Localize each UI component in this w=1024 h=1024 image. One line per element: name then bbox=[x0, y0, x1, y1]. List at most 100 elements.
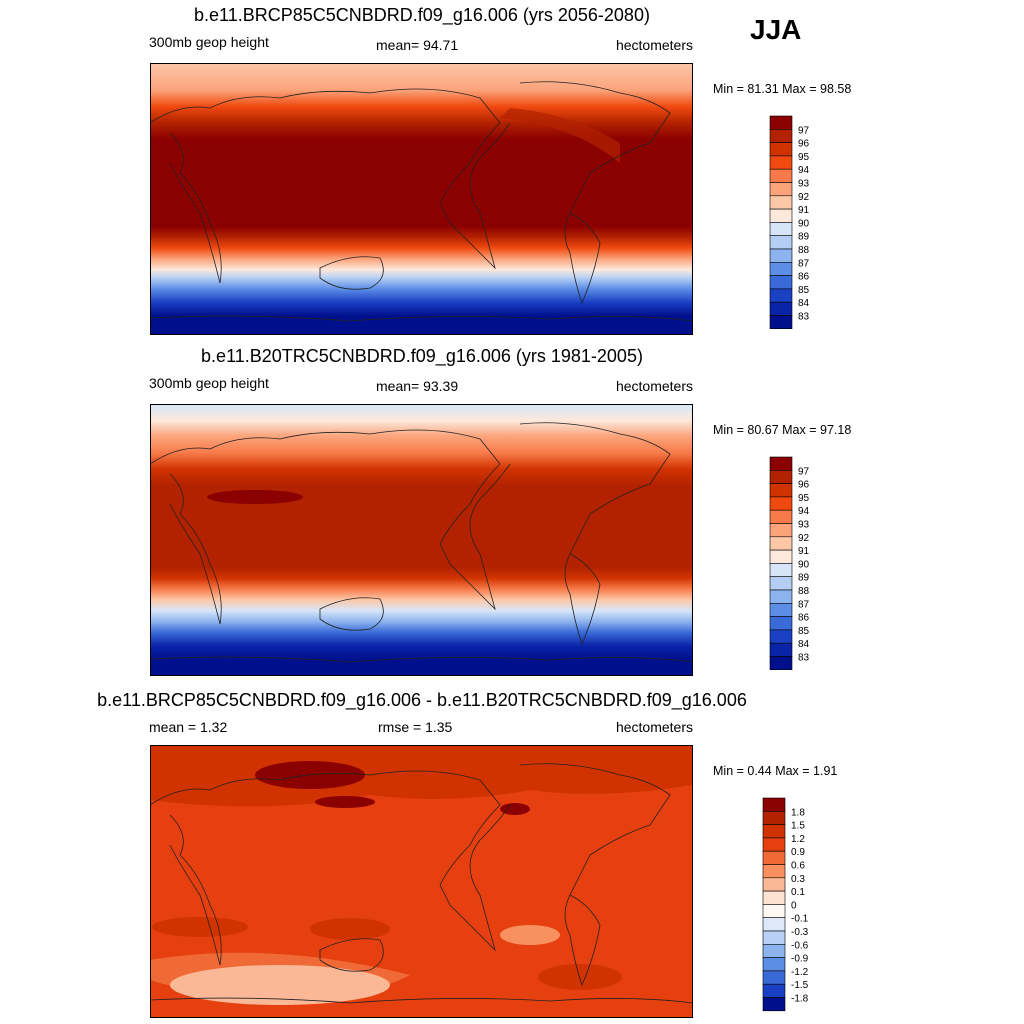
colorbar-tick-label: 86 bbox=[798, 613, 810, 624]
panel-3-map bbox=[150, 745, 693, 1018]
colorbar-tick-label: 94 bbox=[798, 165, 810, 176]
panel-1-frame bbox=[150, 63, 693, 335]
colorbar-tick-label: 0.9 bbox=[791, 847, 805, 858]
panel-3-minmax: Min = 0.44 Max = 1.91 bbox=[713, 764, 838, 778]
panel-3-max-region-2 bbox=[315, 796, 375, 808]
colorbar-swatch bbox=[762, 983, 786, 998]
panel-3-region-7 bbox=[538, 964, 622, 990]
colorbar-tick-label: 85 bbox=[798, 285, 810, 296]
colorbar-tick-label: -0.3 bbox=[791, 927, 809, 938]
colorbar-swatch bbox=[769, 315, 793, 329]
panel-2-units-label: hectometers bbox=[615, 378, 693, 394]
panel-3-colorbar: 1.8 1.5 1.2 0.9 0.6 0.3 0.1 0 -0.1 -0.3 -0.6 -0.9 -1… bbox=[762, 797, 809, 1012]
colorbar-tick-label: 90 bbox=[798, 559, 810, 570]
colorbar-tick-label: -1.2 bbox=[791, 967, 809, 978]
colorbar-swatch bbox=[769, 262, 793, 276]
colorbar-tick-label: 95 bbox=[798, 493, 810, 504]
colorbar-tick-label: -0.1 bbox=[791, 914, 809, 925]
panel-3-units-label: hectometers bbox=[615, 719, 693, 735]
colorbar-swatch bbox=[769, 115, 793, 130]
colorbar-tick-label: -1.5 bbox=[791, 980, 809, 991]
colorbar-swatch bbox=[762, 837, 786, 852]
colorbar-swatch bbox=[769, 222, 793, 237]
colorbar-tick-label: 94 bbox=[798, 506, 810, 517]
colorbar-swatch bbox=[769, 129, 793, 143]
panel-1-coastlines bbox=[150, 81, 693, 322]
panel-1-anomaly-region bbox=[500, 108, 620, 163]
colorbar-tick-label: 92 bbox=[798, 192, 810, 203]
colorbar-swatch bbox=[769, 523, 793, 538]
season-label: JJA bbox=[750, 14, 802, 45]
panel-3-min-region bbox=[170, 965, 390, 1005]
colorbar-swatch bbox=[769, 182, 793, 197]
colorbar-tick-label: 91 bbox=[798, 205, 810, 216]
colorbar-swatch bbox=[769, 155, 793, 170]
panel-2-coastlines bbox=[150, 422, 693, 663]
colorbar-swatch bbox=[769, 536, 793, 551]
colorbar-swatch bbox=[762, 877, 786, 892]
colorbar-tick-label: 89 bbox=[798, 573, 810, 584]
colorbar-swatch bbox=[769, 235, 793, 250]
colorbar-swatch bbox=[769, 549, 793, 564]
colorbar-tick-label: 89 bbox=[798, 232, 810, 243]
colorbar-tick-label: 0.1 bbox=[791, 887, 805, 898]
colorbar-swatch bbox=[769, 576, 793, 591]
colorbar-tick-label: 87 bbox=[798, 599, 810, 610]
colorbar-swatch bbox=[762, 930, 786, 945]
colorbar-swatch bbox=[769, 195, 793, 210]
colorbar-swatch bbox=[762, 944, 786, 958]
colorbar-tick-label: 91 bbox=[798, 546, 810, 557]
panel-3-max-region-3 bbox=[500, 803, 530, 815]
panel-3-region-6 bbox=[500, 925, 560, 945]
panel-2-mean-label: mean= 93.39 bbox=[376, 378, 459, 394]
colorbar-tick-label: -0.6 bbox=[791, 940, 809, 951]
panel-1-colorbar: 97 96 95 94 93 92 91 90 89 88 87 86 85 84 83 bbox=[769, 115, 810, 329]
panel-3-region-5 bbox=[310, 918, 390, 940]
colorbar-swatch bbox=[769, 208, 793, 223]
panel-1-map bbox=[150, 63, 693, 335]
panel-1-units-label: hectometers bbox=[615, 37, 693, 53]
colorbar-swatch bbox=[762, 890, 786, 905]
colorbar-swatch bbox=[769, 563, 793, 578]
panel-2-colorbar: 97 96 95 94 93 92 91 90 89 88 87 86 85 84 83 bbox=[769, 456, 810, 670]
colorbar-swatch bbox=[769, 275, 793, 290]
colorbar-swatch bbox=[762, 904, 786, 919]
panel-3-coastlines bbox=[150, 763, 693, 1004]
panel-1-variable-label: 300mb geop height bbox=[149, 34, 269, 50]
colorbar-tick-label: 83 bbox=[798, 653, 810, 664]
colorbar-swatch bbox=[762, 850, 786, 865]
colorbar-tick-label: 95 bbox=[798, 152, 810, 163]
colorbar-swatch bbox=[762, 957, 786, 972]
colorbar-tick-label: 1.5 bbox=[791, 821, 805, 832]
panel-1-title: b.e11.BRCP85C5CNBDRD.f09_g16.006 (yrs 20… bbox=[194, 5, 650, 25]
panel-2-frame bbox=[150, 404, 693, 676]
colorbar-tick-label: -1.8 bbox=[791, 994, 809, 1005]
colorbar-tick-label: 86 bbox=[798, 272, 810, 283]
colorbar-swatch bbox=[762, 811, 786, 825]
colorbar-tick-label: 93 bbox=[798, 179, 810, 190]
panel-3-title: b.e11.BRCP85C5CNBDRD.f09_g16.006 - b.e11… bbox=[97, 690, 747, 710]
colorbar-tick-label: 0.6 bbox=[791, 861, 805, 872]
colorbar-swatch bbox=[769, 509, 793, 524]
colorbar-tick-label: 88 bbox=[798, 586, 810, 597]
colorbar-swatch bbox=[769, 301, 793, 316]
panel-3-rmse-label: rmse = 1.35 bbox=[378, 719, 453, 735]
colorbar-swatch bbox=[762, 864, 786, 879]
colorbar-swatch bbox=[762, 824, 786, 839]
panel-2-title: b.e11.B20TRC5CNBDRD.f09_g16.006 (yrs 198… bbox=[201, 346, 643, 366]
colorbar-tick-label: 84 bbox=[798, 298, 810, 309]
colorbar-tick-label: 88 bbox=[798, 245, 810, 256]
colorbar-swatch bbox=[762, 970, 786, 985]
colorbar-tick-label: 92 bbox=[798, 533, 810, 544]
colorbar-swatch bbox=[769, 616, 793, 631]
panel-1-minmax: Min = 81.31 Max = 98.58 bbox=[713, 82, 852, 96]
colorbar-tick-label: 1.8 bbox=[791, 807, 805, 818]
panel-1-field bbox=[150, 63, 693, 335]
colorbar-swatch bbox=[769, 142, 793, 157]
colorbar-swatch bbox=[769, 629, 793, 644]
panel-2-anomaly-region bbox=[207, 490, 303, 504]
colorbar-tick-label: 85 bbox=[798, 626, 810, 637]
colorbar-swatch bbox=[769, 456, 793, 471]
panel-3-north-band bbox=[150, 745, 693, 807]
colorbar-tick-label: 96 bbox=[798, 480, 810, 491]
